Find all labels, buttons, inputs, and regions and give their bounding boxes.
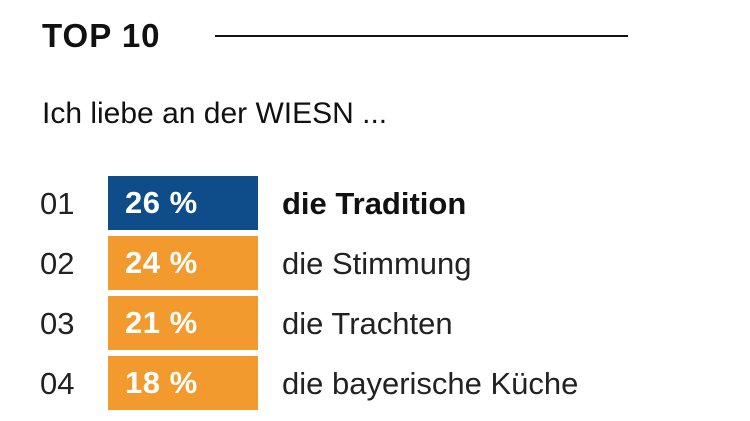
value-bar: 26 % [108,176,258,230]
rank-number: 03 [40,306,75,341]
rank-label: die Trachten [282,306,453,341]
rank-row: 04 18 % die bayerische Küche [0,356,750,412]
chart-subtitle: Ich liebe an der WIESN ... [42,97,388,130]
rank-number: 02 [40,246,75,281]
rank-label: die Stimmung [282,246,472,281]
rank-row: 01 26 % die Tradition [0,176,750,232]
rank-number: 01 [40,186,75,221]
chart-heading: TOP 10 [42,17,161,54]
rank-label: die Tradition [282,186,467,221]
value-bar: 21 % [108,296,258,350]
value-bar: 18 % [108,356,258,410]
rank-row: 03 21 % die Trachten [0,296,750,352]
rank-number: 04 [40,366,75,401]
rank-row: 02 24 % die Stimmung [0,236,750,292]
rank-label: die bayerische Küche [282,366,579,401]
heading-divider [215,35,628,37]
value-bar: 24 % [108,236,258,290]
